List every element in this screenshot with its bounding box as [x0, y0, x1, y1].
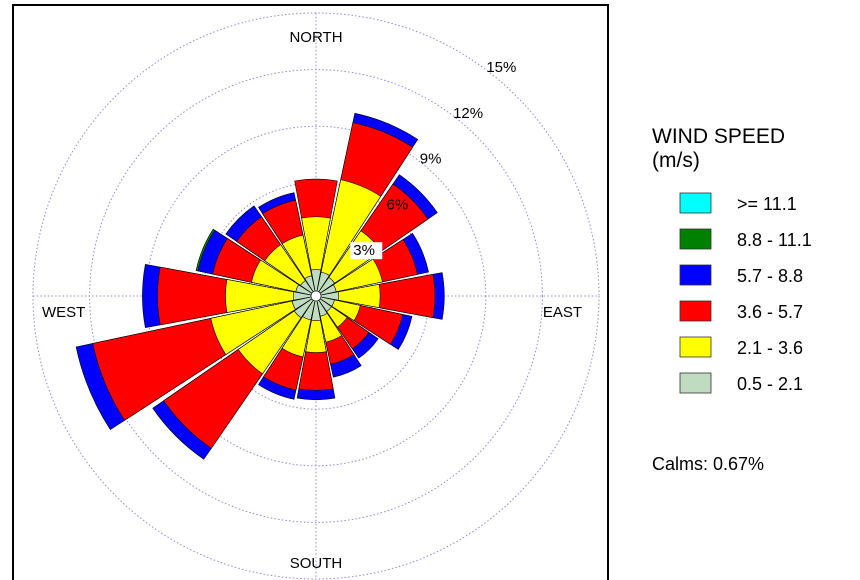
wedge-nne-bin-1 — [315, 179, 382, 297]
wedge-ne-bin-0 — [315, 276, 336, 297]
legend-label-3: 3.6 - 5.7 — [737, 302, 803, 322]
ring-label-6: 6% — [387, 196, 409, 213]
legend-label-4: 2.1 - 3.6 — [737, 338, 803, 358]
legend-label-2: 5.7 - 8.8 — [737, 266, 803, 286]
ring-label-12: 12% — [453, 105, 483, 122]
west-label: WEST — [42, 304, 85, 321]
legend: >= 11.1 8.8 - 11.1 5.7 - 8.8 3.6 - 5.7 2.1 -… — [679, 192, 812, 394]
legend-swatch-0 — [679, 192, 712, 214]
south-label: SOUTH — [290, 555, 343, 572]
legend-label-5: 0.5 - 2.1 — [737, 374, 803, 394]
legend-unit: (m/s) — [652, 149, 700, 172]
legend-swatch-5 — [679, 372, 712, 394]
wedge-nw-bin-0 — [300, 280, 317, 297]
north-label: NORTH — [289, 29, 342, 46]
ring-label-15: 15% — [486, 59, 516, 76]
legend-label-0: >= 11.1 — [737, 194, 797, 214]
calms-text: Calms: 0.67% — [652, 454, 764, 474]
wedge-sw-bin-1 — [237, 295, 317, 375]
ring-label-bg — [350, 242, 383, 260]
legend-swatch-4 — [679, 336, 712, 358]
wedge-se-bin-0 — [315, 295, 332, 312]
wedge-w-bin-0 — [293, 291, 317, 301]
wedge-wsw-bin-0 — [291, 295, 317, 310]
wedge-sw-bin-0 — [293, 295, 317, 319]
east-label: EAST — [543, 304, 582, 321]
wedge-s-bin-1 — [305, 295, 327, 353]
legend-label-1: 8.8 - 11.1 — [737, 230, 812, 250]
legend-swatch-1 — [679, 228, 712, 250]
wedge-nnw-bin-0 — [304, 275, 317, 297]
wedge-wsw-bin-1 — [210, 295, 317, 355]
wedge-n-bin-0 — [310, 269, 322, 297]
wedge-s-bin-0 — [311, 295, 321, 321]
wedge-nne-bin-0 — [315, 271, 330, 297]
wind-wedges — [75, 112, 445, 460]
ring-label-9: 9% — [420, 151, 442, 168]
legend-swatch-3 — [679, 300, 712, 322]
wedge-n-bin-1 — [301, 216, 331, 297]
ring-labels: 3% 6% 9% 12% 15% — [350, 59, 516, 260]
center-circle — [310, 290, 322, 302]
wedge-sse-bin-0 — [315, 295, 328, 317]
wedge-e-bin-0 — [315, 291, 339, 301]
wedge-w-bin-1 — [225, 279, 317, 313]
wedge-ene-bin-0 — [315, 284, 337, 297]
wedge-e-bin-1 — [315, 283, 381, 309]
wedge-ssw-bin-0 — [302, 295, 317, 321]
legend-swatch-2 — [679, 264, 712, 286]
ring-label-3: 3% — [353, 242, 375, 259]
center-marker — [310, 290, 322, 302]
legend-title: WIND SPEED — [652, 125, 785, 148]
wedge-wnw-bin-0 — [295, 284, 317, 297]
